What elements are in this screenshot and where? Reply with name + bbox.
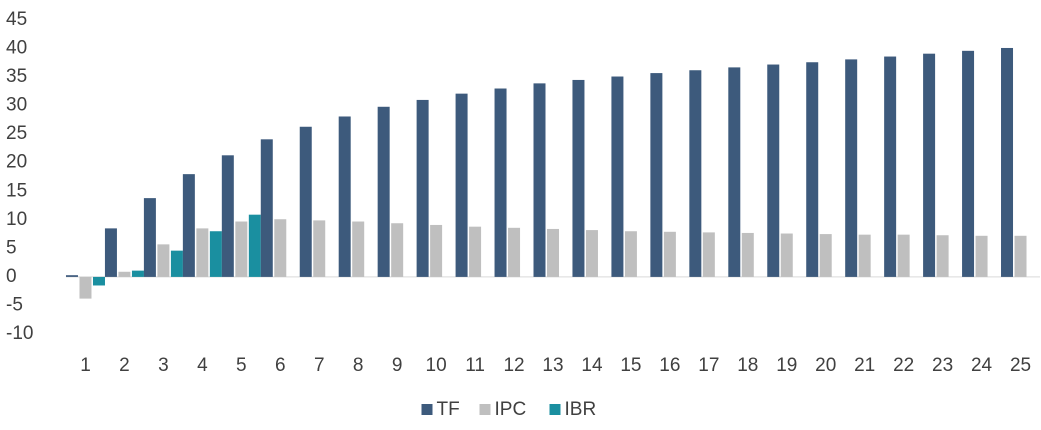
bar: [182, 174, 195, 277]
x-tick-label: 22: [893, 355, 914, 376]
x-tick-label: 17: [698, 355, 719, 376]
legend-swatch: [479, 404, 491, 415]
y-tick-label: -5: [6, 294, 23, 315]
legend-label: TF: [437, 399, 460, 420]
x-tick-label: 25: [1010, 355, 1031, 376]
bar: [338, 116, 351, 277]
bar: [624, 231, 637, 277]
bar: [806, 62, 819, 277]
bar: [819, 234, 832, 277]
bar: [923, 53, 936, 277]
y-tick-label: 35: [6, 66, 27, 87]
x-tick-label: 19: [776, 355, 797, 376]
x-tick-label: 1: [80, 355, 91, 376]
bar: [118, 271, 131, 277]
bar: [650, 73, 663, 277]
bar: [469, 226, 482, 277]
x-tick-label: 20: [815, 355, 836, 376]
y-tick-label: 30: [6, 95, 27, 116]
x-tick-label: 8: [353, 355, 364, 376]
x-tick-label: 23: [932, 355, 953, 376]
bar: [260, 139, 273, 277]
bar: [494, 88, 507, 277]
x-tick-label: 7: [314, 355, 325, 376]
bar: [430, 224, 443, 277]
bar: [689, 70, 702, 277]
x-tick-label: 21: [854, 355, 875, 376]
legend-swatch: [549, 404, 561, 415]
bar: [416, 99, 429, 277]
x-tick-label: 5: [236, 355, 247, 376]
y-tick-label: 45: [6, 9, 27, 30]
bar: [221, 155, 234, 277]
bar: [741, 232, 754, 277]
bar: [209, 231, 222, 277]
bar: [508, 227, 521, 277]
bar: [572, 79, 585, 277]
x-tick-label: 16: [659, 355, 680, 376]
bar: [728, 67, 741, 277]
bar: [455, 93, 468, 277]
bar: [391, 223, 404, 277]
bar: [131, 270, 144, 277]
x-tick-label: 14: [581, 355, 603, 376]
bar: [65, 275, 78, 277]
bar: [104, 228, 117, 277]
bar: [702, 232, 715, 277]
y-tick-label: 10: [6, 209, 27, 230]
bar: [196, 228, 209, 277]
bar: [663, 231, 676, 277]
bar: [313, 220, 326, 277]
bar: [858, 234, 871, 277]
x-tick-label: 3: [158, 355, 169, 376]
bar: [143, 198, 156, 277]
legend-label: IPC: [495, 399, 527, 420]
x-tick-label: 18: [737, 355, 758, 376]
x-tick-label: 24: [971, 355, 993, 376]
legend-swatch: [421, 404, 433, 415]
bar: [235, 221, 248, 277]
bar: [884, 56, 897, 277]
bar: [533, 83, 546, 277]
legend-label: IBR: [565, 399, 597, 420]
x-tick-label: 4: [197, 355, 208, 376]
x-tick-label: 15: [620, 355, 641, 376]
bar: [274, 219, 287, 277]
bar: [936, 235, 949, 277]
y-tick-label: 15: [6, 180, 27, 201]
bar: [79, 276, 92, 299]
bar: [170, 250, 183, 277]
bar: [611, 76, 624, 277]
bar: [157, 244, 170, 277]
x-tick-label: 6: [275, 355, 286, 376]
x-tick-label: 9: [392, 355, 403, 376]
bar: [1014, 235, 1027, 277]
x-tick-label: 2: [119, 355, 130, 376]
x-tick-label: 10: [426, 355, 447, 376]
y-tick-label: 40: [6, 38, 27, 59]
bar: [299, 126, 312, 277]
y-tick-label: 25: [6, 123, 27, 144]
x-tick-label: 13: [542, 355, 563, 376]
bar: [962, 50, 975, 277]
bar: [897, 234, 910, 277]
x-tick-label: 12: [503, 355, 524, 376]
y-tick-label: 0: [6, 266, 17, 287]
bar: [248, 214, 261, 277]
bar: [92, 276, 105, 286]
bar: [1001, 47, 1014, 277]
bar: [975, 235, 988, 277]
bar: [547, 228, 559, 277]
bar: [780, 233, 793, 277]
bar: [377, 106, 390, 277]
y-tick-label: 20: [6, 152, 27, 173]
bar: [585, 230, 598, 277]
y-tick-label: 5: [6, 237, 17, 258]
y-tick-label: -10: [6, 323, 33, 344]
x-tick-label: 11: [465, 355, 485, 376]
bar: [767, 64, 780, 277]
bar: [352, 221, 365, 277]
bar: [845, 59, 858, 277]
